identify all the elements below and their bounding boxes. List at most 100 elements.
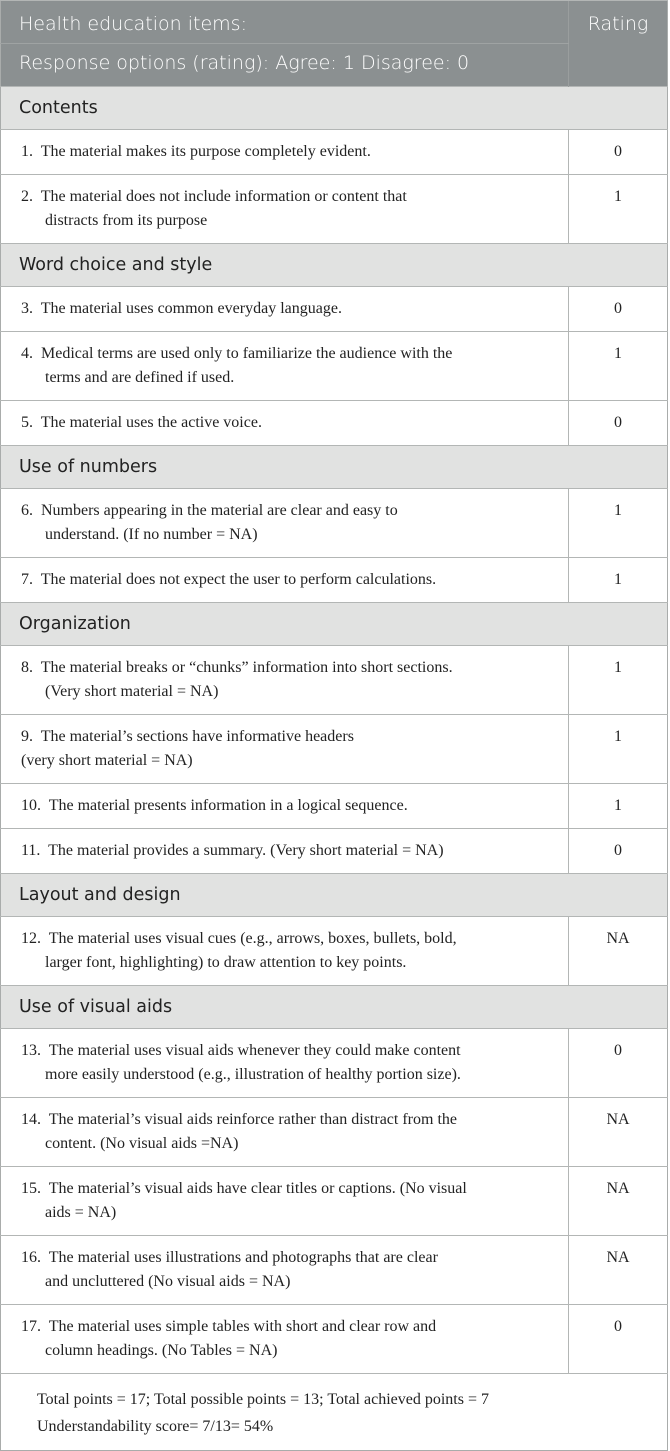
item-rating: 1 [568,331,668,401]
item-text: 9. The material’s sections have informat… [0,714,569,784]
item-line: more easily understood (e.g., illustrati… [45,1066,461,1083]
item-line: The material’s sections have informative… [40,728,354,745]
item-rating: 0 [568,1304,668,1374]
item-rating: 1 [568,488,668,558]
item-text: 12. The material uses visual cues (e.g.,… [0,916,569,986]
table-row: 17. The material uses simple tables with… [0,1304,668,1374]
item-text: 1. The material makes its purpose comple… [0,129,569,175]
item-number: 8. [21,659,33,676]
item-rating: 0 [568,828,668,874]
section-title: Use of numbers [0,445,668,489]
understandability-score: Understandability score= 7/13= 54% [37,1418,274,1435]
table-row: 12. The material uses visual cues (e.g.,… [0,916,668,986]
section-row: Word choice and style [0,243,668,287]
item-text: 2. The material does not include informa… [0,174,569,244]
item-line: larger font, highlighting) to draw atten… [45,954,407,971]
table-row: 5. The material uses the active voice. 0 [0,400,668,446]
item-rating: 1 [568,645,668,715]
table-row: 7. The material does not expect the user… [0,557,668,603]
item-line: The material breaks or “chunks” informat… [40,659,453,676]
item-number: 15. [21,1180,41,1197]
item-number: 7. [21,571,33,588]
header-row-2: Response options (rating): Agree: 1 Disa… [0,43,668,87]
item-line: aids = NA) [45,1204,117,1221]
footer-row: Total points = 17; Total possible points… [0,1373,668,1451]
table-row: 6. Numbers appearing in the material are… [0,488,668,558]
section-row: Use of numbers [0,445,668,489]
table-row: 4. Medical terms are used only to famili… [0,331,668,401]
item-rating: NA [568,1097,668,1167]
item-number: 13. [21,1042,41,1059]
item-line: The material uses illustrations and phot… [48,1249,438,1266]
item-number: 4. [21,345,33,362]
table-row: 9. The material’s sections have informat… [0,714,668,784]
item-rating: NA [568,916,668,986]
item-line: Numbers appearing in the material are cl… [41,502,398,519]
item-text: 3. The material uses common everyday lan… [0,286,569,332]
item-line: distracts from its purpose [45,212,208,229]
table-row: 10. The material presents information in… [0,783,668,829]
item-line: (Very short material = NA) [45,683,219,700]
item-rating: NA [568,1235,668,1305]
item-number: 11. [21,842,41,859]
item-text: 15. The material’s visual aids have clea… [0,1166,569,1236]
item-line: terms and are defined if used. [45,369,235,386]
item-text: 10. The material presents information in… [0,783,569,829]
header-title: Health education items: [0,0,569,44]
item-number: 14. [21,1111,41,1128]
item-text: 7. The material does not expect the user… [0,557,569,603]
item-text: 16. The material uses illustrations and … [0,1235,569,1305]
item-text: 13. The material uses visual aids whenev… [0,1028,569,1098]
item-line: column headings. (No Tables = NA) [45,1342,278,1359]
table-row: 11. The material provides a summary. (Ve… [0,828,668,874]
section-title: Organization [0,602,668,646]
item-line: The material uses the active voice. [40,414,262,431]
section-title: Contents [0,86,668,130]
item-line: content. (No visual aids =NA) [45,1135,239,1152]
item-text: 8. The material breaks or “chunks” infor… [0,645,569,715]
item-rating: 1 [568,174,668,244]
item-rating: 1 [568,783,668,829]
item-rating: 0 [568,286,668,332]
item-number: 6. [21,502,33,519]
item-rating: 0 [568,400,668,446]
item-rating: 0 [568,129,668,175]
table-row: 3. The material uses common everyday lan… [0,286,668,332]
item-line: The material provides a summary. (Very s… [48,842,444,859]
total-points: Total points = 17; Total possible points… [37,1391,489,1408]
item-line: The material uses visual aids whenever t… [48,1042,461,1059]
item-number: 9. [21,728,33,745]
section-row: Use of visual aids [0,985,668,1029]
item-line: The material uses simple tables with sho… [48,1318,437,1335]
section-row: Layout and design [0,873,668,917]
table-row: 16. The material uses illustrations and … [0,1235,668,1305]
item-number: 1. [21,143,33,160]
item-line: The material presents information in a l… [48,797,408,814]
item-line: The material uses visual cues (e.g., arr… [48,930,457,947]
item-text: 17. The material uses simple tables with… [0,1304,569,1374]
item-line: The material uses common everyday langua… [40,300,342,317]
item-line: (very short material = NA) [21,752,193,769]
item-text: 6. Numbers appearing in the material are… [0,488,569,558]
table-row: 1. The material makes its purpose comple… [0,129,668,175]
item-line: The material does not expect the user to… [40,571,437,588]
header-row: Health education items: Rating [0,0,668,87]
section-row: Contents [0,86,668,130]
header-rating: Rating [568,0,668,87]
item-line: The material’s visual aids reinforce rat… [48,1111,457,1128]
item-number: 3. [21,300,33,317]
table-row: 8. The material breaks or “chunks” infor… [0,645,668,715]
section-title: Layout and design [0,873,668,917]
item-number: 17. [21,1318,41,1335]
item-number: 2. [21,188,33,205]
item-line: and uncluttered (No visual aids = NA) [45,1273,291,1290]
footer-cell: Total points = 17; Total possible points… [0,1373,668,1451]
item-line: Medical terms are used only to familiari… [41,345,453,362]
item-line: The material makes its purpose completel… [40,143,371,160]
item-number: 5. [21,414,33,431]
table-row: 2. The material does not include informa… [0,174,668,244]
item-number: 10. [21,797,41,814]
item-text: 11. The material provides a summary. (Ve… [0,828,569,874]
item-line: The material’s visual aids have clear ti… [48,1180,467,1197]
